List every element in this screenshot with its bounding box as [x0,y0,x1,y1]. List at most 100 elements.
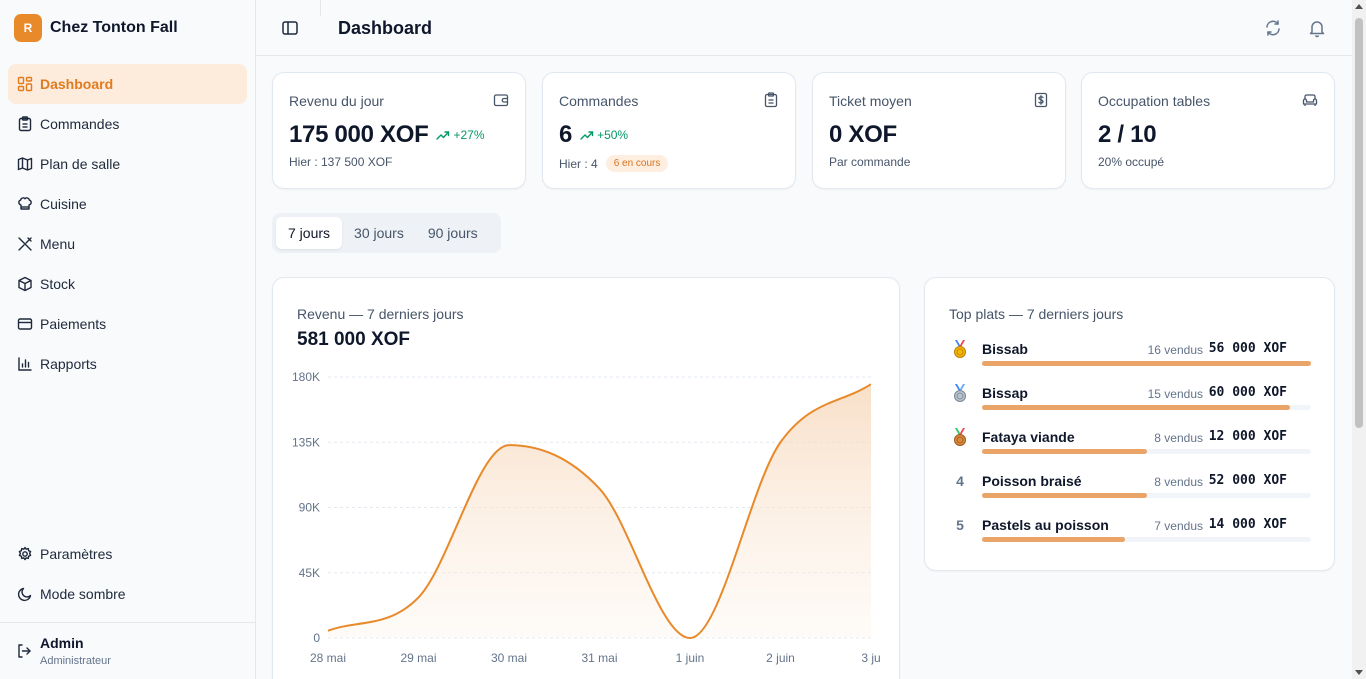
dish-amount: 12 000 XOF [1208,429,1287,444]
kpi-label: Revenu du jour [289,93,384,109]
page-title: Dashboard [338,18,433,38]
gear-icon [17,546,33,562]
dish-row[interactable]: 5 Pastels au poisson 7 vendus 14 000 XOF [949,515,1311,559]
kpi-sub: 20% occupé [1098,155,1165,169]
sidebar-item-label: Stock [40,276,76,292]
kpi-sub: Par commande [829,155,911,169]
x-tick-label: 2 juin [766,651,795,665]
kpi-value: 2 / 10 [1098,121,1157,148]
dish-progress-fill [982,361,1311,366]
revenue-chart: 180K 135K 90K 45K 0 28 mai 29 mai 30 mai 31 mai… [292,370,881,665]
sidebar-item-rapports[interactable]: Rapports [8,344,247,384]
scroll-down-arrow-icon[interactable] [1355,670,1363,675]
tab-30-jours[interactable]: 30 jours [354,225,404,241]
dish-name: Poisson braisé [982,473,1082,489]
sidebar-toggle-icon[interactable] [280,18,300,38]
sidebar-item-stock[interactable]: Stock [8,264,247,304]
package-icon [17,276,33,292]
y-tick-label: 180K [292,370,320,384]
receipt-icon [1033,92,1049,108]
kpi-sub: Hier : 4 6 en cours [559,155,669,172]
credit-card-icon [17,316,33,332]
x-tick-label: 31 mai [581,651,617,665]
revenue-area [328,384,871,638]
header-separator [320,0,321,16]
bell-icon[interactable] [1307,18,1327,38]
dish-progress-fill [982,537,1126,542]
sidebar: R Chez Tonton Fall Dashboard Commandes P… [0,0,256,679]
sidebar-item-label: Paiements [40,316,107,332]
kpi-card-ticket-moyen: Ticket moyen 0 XOF Par commande [812,72,1066,189]
kpi-value: 175 000 XOF [289,121,429,148]
sidebar-item-mode-sombre[interactable]: Mode sombre [8,574,247,614]
user-name: Admin [40,635,84,651]
gold-medal-icon [949,339,971,359]
dish-progress-track [982,449,1311,454]
revenue-line [327,383,871,640]
map-icon [17,156,33,172]
kpi-value: 0 XOF [829,121,897,148]
refresh-icon[interactable] [1263,18,1283,38]
sidebar-item-menu[interactable]: Menu [8,224,247,264]
y-tick-label: 45K [299,566,320,580]
dish-sold: 8 vendus [1154,431,1203,445]
dish-sold: 16 vendus [1147,343,1203,357]
dish-sold: 8 vendus [1154,475,1203,489]
bronze-medal-icon [949,427,971,447]
top-dishes-title: Top plats — 7 derniers jours [949,306,1124,322]
sidebar-item-plan-de-salle[interactable]: Plan de salle [8,144,247,184]
dish-progress-track [982,493,1311,498]
user-profile[interactable]: Admin Administrateur [0,622,256,679]
chart-title: Revenu — 7 derniers jours [297,306,464,322]
dish-progress-track [982,361,1311,366]
dish-name: Fataya viande [982,429,1075,445]
revenue-total: 581 000 XOF [297,329,411,350]
kpi-value: 6 [559,121,573,148]
dish-progress-track [982,405,1311,410]
brand-logo: R [14,14,42,42]
page-scrollbar[interactable] [1352,0,1366,679]
moon-icon [17,586,33,602]
dish-sold: 15 vendus [1147,387,1203,401]
scrollbar-thumb[interactable] [1355,18,1363,428]
kpi-label: Commandes [559,93,639,109]
dish-name: Bissab [982,341,1028,357]
dish-amount: 60 000 XOF [1208,385,1287,400]
trending-up-icon [436,131,450,140]
sidebar-item-label: Dashboard [40,76,114,92]
kpi-trend: +50% [580,128,628,142]
sidebar-item-commandes[interactable]: Commandes [8,104,247,144]
dish-name: Pastels au poisson [982,517,1109,533]
dish-row[interactable]: 4 Poisson braisé 8 vendus 52 000 XOF [949,471,1311,515]
scroll-up-arrow-icon[interactable] [1355,4,1363,9]
x-tick-label: 1 juin [676,651,705,665]
sidebar-item-label: Plan de salle [40,156,121,172]
revenue-chart-card: Revenu — 7 derniers jours 581 000 XOF 18… [272,277,900,679]
y-tick-label: 135K [292,435,320,449]
logout-icon[interactable] [16,643,32,659]
dish-progress-track [982,537,1311,542]
period-tabs: 7 jours 30 jours 90 jours [272,213,501,253]
sidebar-item-label: Cuisine [40,196,87,212]
brand[interactable]: R Chez Tonton Fall [0,0,255,56]
kpi-card-commandes: Commandes 6 +50% Hier : 4 6 en cours [542,72,796,189]
dish-row[interactable]: Fataya viande 8 vendus 12 000 XOF [949,427,1311,471]
kpi-sub: Hier : 137 500 XOF [289,155,393,169]
x-tick-label: 28 mai [310,651,346,665]
dish-row[interactable]: Bissab 16 vendus 56 000 XOF [949,339,1311,383]
bar-chart-icon [17,356,33,372]
sidebar-item-parametres[interactable]: Paramètres [8,534,247,574]
tab-7-jours[interactable]: 7 jours [276,217,343,249]
dish-row[interactable]: Bissap 15 vendus 60 000 XOF [949,383,1311,427]
tab-90-jours[interactable]: 90 jours [427,225,478,241]
sidebar-nav: Dashboard Commandes Plan de salle Cuisin… [8,64,247,384]
sidebar-item-label: Rapports [40,356,97,372]
sidebar-item-cuisine[interactable]: Cuisine [8,184,247,224]
dish-amount: 52 000 XOF [1208,473,1287,488]
sidebar-item-dashboard[interactable]: Dashboard [8,64,247,104]
trending-up-icon [580,131,594,140]
dish-progress-fill [982,493,1147,498]
dish-progress-fill [982,449,1147,454]
sidebar-item-paiements[interactable]: Paiements [8,304,247,344]
clipboard-icon [17,116,33,132]
